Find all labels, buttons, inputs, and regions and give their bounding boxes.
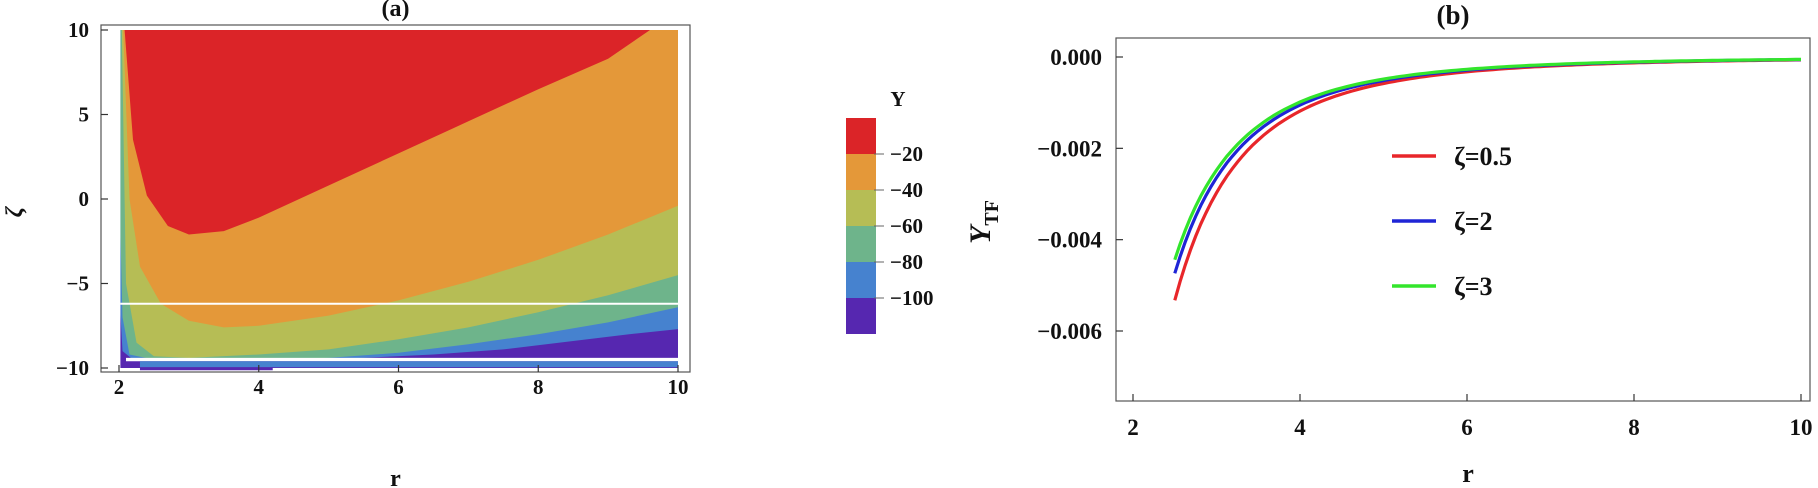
series-line	[1173, 57, 1801, 261]
x-tick-label: 10	[668, 375, 689, 399]
legend-level-label: −40	[890, 178, 923, 202]
x-axis-label: r	[390, 466, 401, 488]
series-line	[1173, 58, 1801, 301]
y-tick-label: −10	[56, 356, 89, 380]
y-tick-label: 10	[68, 18, 89, 42]
legend-swatch	[846, 154, 876, 190]
y-tick-label: −0.006	[1037, 319, 1102, 344]
x-tick-label: 6	[1461, 415, 1473, 440]
legend-label: ζ=2	[1454, 207, 1493, 236]
contour-gap	[125, 357, 679, 362]
panel-b: 2 4 6 8 10 0.000 −0.002 −0.004 −0.006 ζ=0.5 ζ=2 ζ=3…	[964, 0, 1813, 488]
x-tick-label: 4	[254, 375, 265, 399]
legend-level-label: −80	[890, 250, 923, 274]
contour-bottom-strip-deep	[139, 367, 273, 371]
legend-swatch	[846, 190, 876, 226]
legend-swatch	[846, 118, 876, 154]
panel-a: 2 4 6 8 10 −10 −5 0 5 10 (a) r ζ Υ −20 −40 −60 −80 −100	[2, 0, 933, 488]
x-axis-label: r	[1462, 459, 1474, 488]
chart-title: (a)	[382, 0, 410, 22]
x-tick-label: 6	[393, 375, 404, 399]
y-axis-label-main: Υ	[964, 223, 997, 244]
legend-title: Υ	[890, 87, 905, 111]
contour-bottom-strip	[139, 361, 678, 368]
contour-region-level-1	[124, 30, 679, 235]
legend-label: ζ=0.5	[1454, 142, 1512, 171]
y-tick-label: 0.000	[1050, 45, 1102, 70]
x-tick-label: 2	[1127, 415, 1139, 440]
x-tick-label: 8	[1628, 415, 1640, 440]
x-tick-label: 2	[114, 375, 125, 399]
y-tick-label: 5	[79, 103, 90, 127]
y-tick-label: −0.002	[1037, 136, 1102, 161]
x-tick-label: 8	[533, 375, 544, 399]
x-tick-label: 10	[1790, 415, 1813, 440]
x-tick-label: 4	[1294, 415, 1306, 440]
y-tick-label: −0.004	[1037, 228, 1102, 253]
legend-swatch	[846, 262, 876, 298]
y-axis-label-subscript: TF	[981, 200, 1003, 226]
y-axis-label: ζ	[2, 205, 28, 217]
plot-frame	[1115, 37, 1811, 402]
legend-level-label: −100	[890, 286, 933, 310]
legend-label: ζ=3	[1454, 272, 1493, 301]
y-axis-label: ΥTF	[964, 200, 1003, 244]
legend-level-label: −60	[890, 214, 923, 238]
chart-title: (b)	[1437, 0, 1470, 30]
legend-swatch	[846, 298, 876, 334]
y-tick-label: −5	[67, 272, 89, 296]
y-tick-label: 0	[79, 187, 90, 211]
legend-level-label: −20	[890, 142, 923, 166]
legend-swatch	[846, 226, 876, 262]
